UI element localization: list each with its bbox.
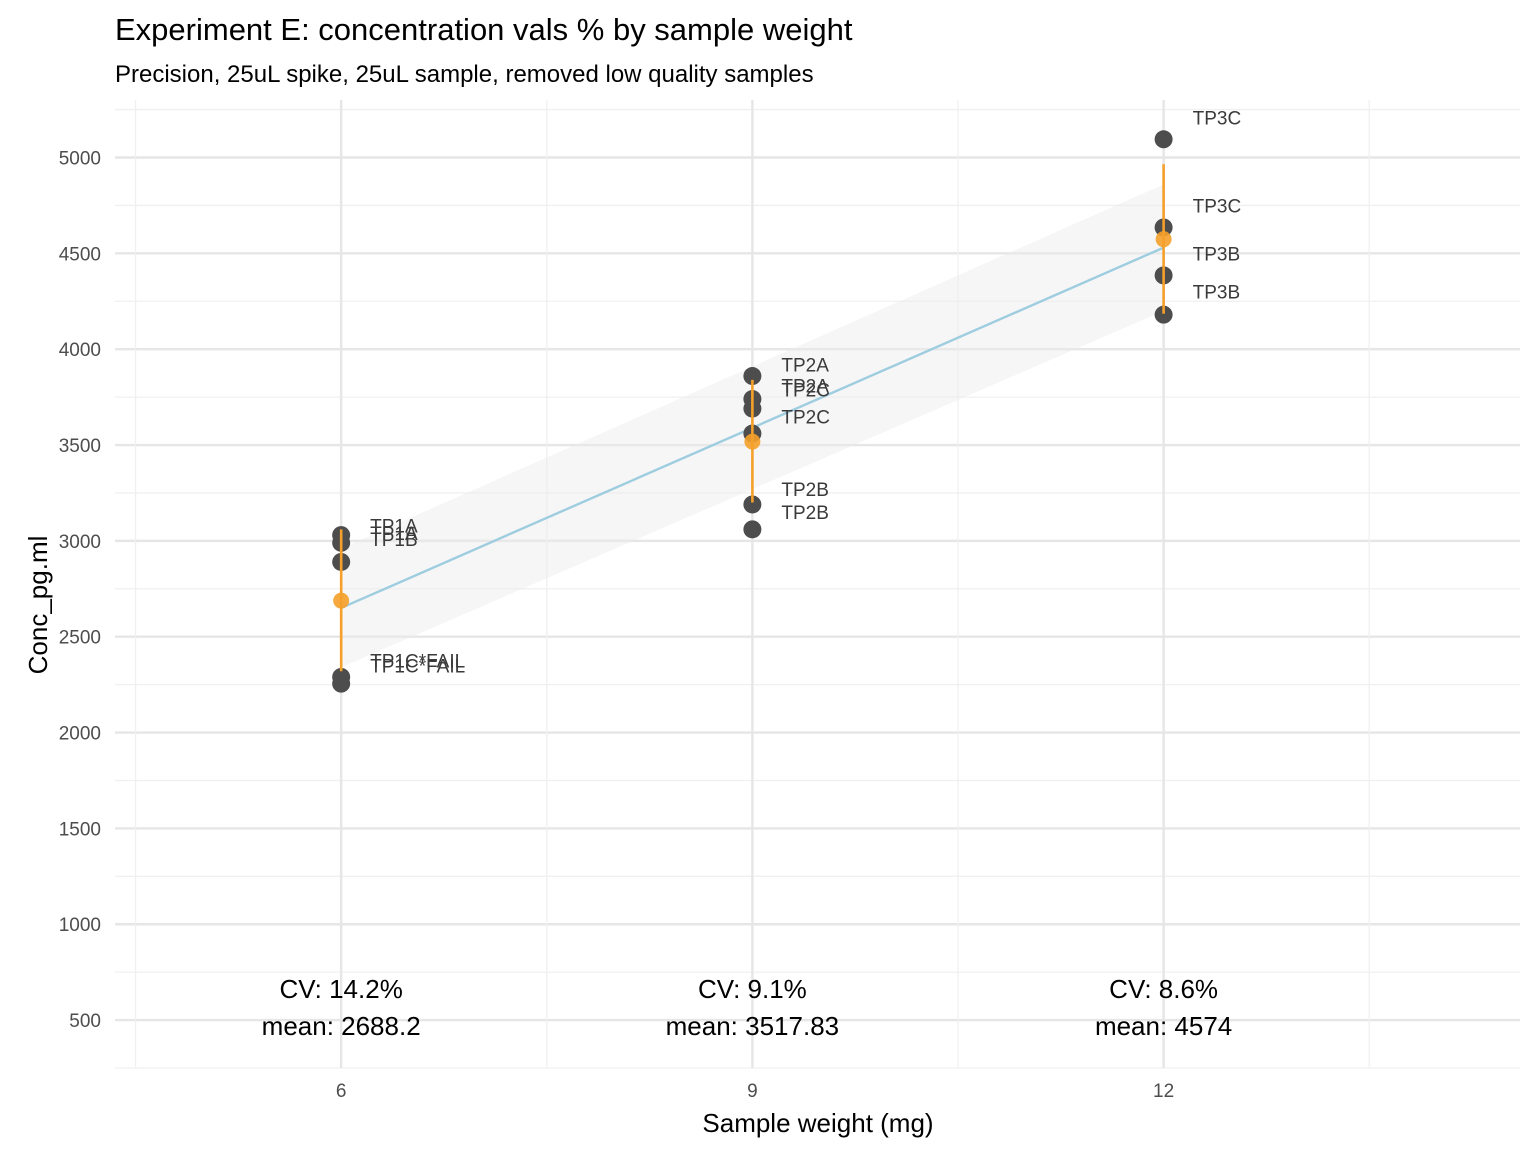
mean-annotation: mean: 3517.83	[666, 1011, 839, 1041]
point-label: TP3C	[1193, 108, 1242, 129]
y-tick-label: 500	[69, 1011, 101, 1032]
x-axis-title: Sample weight (mg)	[702, 1108, 933, 1138]
data-point	[332, 674, 351, 693]
y-axis-title: Conc_pg.ml	[23, 536, 53, 675]
point-label: TP2C	[781, 407, 830, 428]
cv-annotation: CV: 9.1%	[698, 974, 807, 1004]
cv-annotation: CV: 14.2%	[280, 974, 403, 1004]
point-label: TP2B	[781, 480, 829, 501]
mean-point	[1155, 231, 1172, 248]
means-layer	[333, 164, 1172, 672]
data-point	[743, 520, 762, 539]
data-point	[1154, 130, 1173, 149]
mean-annotation: mean: 2688.2	[262, 1011, 421, 1041]
x-tick-label: 9	[747, 1081, 758, 1102]
point-label: TP1A	[370, 517, 418, 538]
y-tick-label: 3000	[59, 532, 101, 553]
chart-subtitle: Precision, 25uL spike, 25uL sample, remo…	[115, 61, 814, 88]
data-point	[743, 367, 762, 386]
point-label: TP2C	[781, 380, 830, 401]
y-tick-label: 1000	[59, 915, 101, 936]
point-label: TP2A	[781, 377, 829, 398]
point-label: TP2A	[781, 356, 829, 377]
y-tick-label: 4500	[59, 244, 101, 265]
point-label: TP1B	[370, 530, 418, 551]
y-tick-label: 1500	[59, 819, 101, 840]
point-label: TP2B	[781, 503, 829, 524]
data-point	[1154, 305, 1173, 324]
y-tick-label: 2500	[59, 628, 101, 649]
x-tick-label: 12	[1153, 1081, 1174, 1102]
chart-title: Experiment E: concentration vals % by sa…	[115, 12, 853, 47]
mean-annotation: mean: 4574	[1095, 1011, 1232, 1041]
y-tick-label: 2000	[59, 724, 101, 745]
point-labels-layer: TP1ATP1ATP1BTP1C*FAILTP1C*FAILTP2ATP2ATP…	[370, 108, 1241, 677]
y-tick-label: 3500	[59, 436, 101, 457]
data-point	[743, 495, 762, 514]
point-label: TP1C*FAIL	[370, 656, 465, 677]
x-tick-label: 6	[336, 1081, 347, 1102]
cv-annotation: CV: 8.6%	[1109, 974, 1218, 1004]
point-label: TP3C	[1193, 196, 1242, 217]
y-tick-label: 4000	[59, 340, 101, 361]
mean-point	[333, 592, 350, 609]
axis-ticks-layer: 500 1000 1500 2000 2500 3000 3500 4000 4500 5000 6…	[59, 149, 1174, 1102]
point-label: TP3B	[1193, 244, 1241, 265]
point-label: TP1C*FAIL	[370, 652, 465, 673]
point-label: TP1A	[370, 524, 418, 545]
mean-point	[744, 433, 761, 450]
y-tick-label: 5000	[59, 149, 101, 170]
plot-grid	[115, 100, 1520, 1069]
point-label: TP3B	[1193, 283, 1241, 304]
cv-annotations-layer: CV: 14.2% mean: 2688.2 CV: 9.1% mean: 3517.…	[262, 974, 1233, 1041]
